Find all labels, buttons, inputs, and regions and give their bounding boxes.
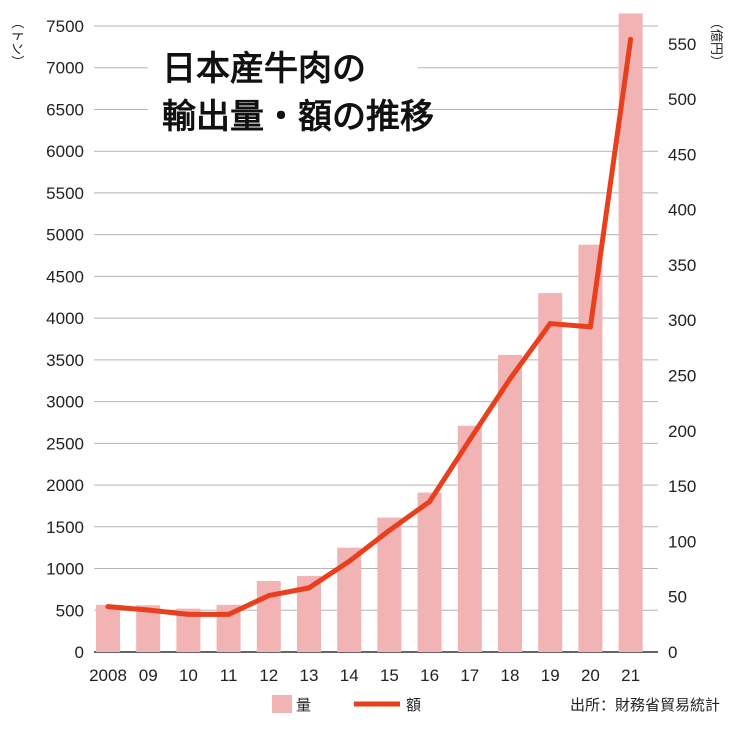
left-tick-label: 3500 bbox=[46, 351, 84, 370]
x-tick-label: 19 bbox=[541, 666, 560, 685]
right-tick-label: 100 bbox=[668, 532, 696, 551]
bar bbox=[618, 13, 643, 653]
left-tick-label: 1000 bbox=[46, 560, 84, 579]
title-backdrop bbox=[148, 40, 418, 140]
bar bbox=[457, 425, 482, 652]
bar bbox=[498, 354, 522, 652]
left-tick-label: 5500 bbox=[46, 184, 84, 203]
line-point bbox=[427, 499, 433, 505]
right-tick-label: 450 bbox=[668, 145, 696, 164]
bar bbox=[96, 604, 120, 652]
line-point bbox=[105, 604, 111, 610]
right-tick-label: 350 bbox=[668, 256, 696, 275]
x-tick-label: 15 bbox=[380, 666, 399, 685]
bar bbox=[377, 517, 402, 652]
line-point bbox=[266, 593, 272, 599]
bar bbox=[538, 293, 563, 652]
left-tick-label: 500 bbox=[56, 601, 84, 620]
legend-line-label: 額 bbox=[406, 696, 421, 714]
x-axis: 2008 09 10 11 12 13 14 15 16 17 18 19 20 21 bbox=[89, 666, 640, 685]
line-point bbox=[386, 527, 392, 533]
right-tick-label: 500 bbox=[668, 90, 696, 109]
line-point bbox=[467, 437, 473, 443]
chart-title-line-1: 日本産牛肉の bbox=[162, 49, 366, 89]
left-tick-label: 4000 bbox=[46, 309, 84, 328]
x-tick-label: 12 bbox=[259, 666, 278, 685]
line-point bbox=[226, 611, 232, 617]
right-tick-label: 550 bbox=[668, 35, 696, 54]
left-tick-label: 6500 bbox=[46, 100, 84, 119]
x-tick-label: 21 bbox=[621, 666, 640, 685]
right-axis: 0 50 100 150 200 250 300 350 400 450 500 550 bbox=[668, 35, 696, 662]
left-tick-label: 1500 bbox=[46, 518, 84, 537]
left-axis-unit: （トン） bbox=[9, 16, 24, 68]
legend-bar-swatch bbox=[272, 695, 292, 713]
left-tick-label: 6000 bbox=[46, 142, 84, 161]
line-point bbox=[346, 558, 352, 564]
line-point bbox=[587, 324, 593, 330]
x-tick-label: 20 bbox=[581, 666, 600, 685]
x-tick-label: 18 bbox=[501, 666, 520, 685]
line-point bbox=[547, 321, 553, 327]
line-series bbox=[105, 36, 634, 617]
x-tick-label: 11 bbox=[220, 666, 238, 685]
left-tick-label: 2000 bbox=[46, 476, 84, 495]
line-point bbox=[507, 376, 513, 382]
legend-bar-label: 量 bbox=[296, 696, 311, 714]
source-note: 出所：財務省貿易統計 bbox=[570, 696, 720, 714]
left-tick-label: 5000 bbox=[46, 226, 84, 245]
bar-series bbox=[96, 13, 643, 653]
left-tick-label: 7500 bbox=[46, 17, 84, 36]
x-tick-label: 10 bbox=[179, 666, 198, 685]
x-tick-label: 16 bbox=[420, 666, 439, 685]
right-tick-label: 150 bbox=[668, 477, 696, 496]
line-point bbox=[185, 611, 191, 617]
right-tick-label: 200 bbox=[668, 422, 696, 441]
right-axis-unit: （億円） bbox=[708, 16, 724, 68]
x-tick-label: 09 bbox=[139, 666, 158, 685]
left-tick-label: 2500 bbox=[46, 434, 84, 453]
x-tick-label: 14 bbox=[340, 666, 359, 685]
chart-title-line-2: 輸出量・額の推移 bbox=[162, 97, 434, 137]
left-tick-label: 4500 bbox=[46, 267, 84, 286]
right-tick-label: 0 bbox=[668, 643, 677, 662]
right-tick-label: 250 bbox=[668, 367, 696, 386]
x-tick-label: 13 bbox=[300, 666, 319, 685]
line-path bbox=[105, 36, 634, 617]
line-point bbox=[628, 36, 634, 42]
bar bbox=[417, 492, 442, 652]
left-tick-label: 0 bbox=[75, 643, 84, 662]
right-tick-label: 50 bbox=[668, 588, 687, 607]
right-tick-label: 300 bbox=[668, 311, 696, 330]
right-tick-label: 400 bbox=[668, 201, 696, 220]
x-tick-label: 2008 bbox=[89, 666, 127, 685]
bar bbox=[578, 244, 603, 652]
left-tick-label: 3000 bbox=[46, 393, 84, 412]
left-tick-label: 7000 bbox=[46, 59, 84, 78]
left-axis: 0 500 1000 1500 2000 2500 3000 3500 4000 4500 5000… bbox=[46, 17, 84, 662]
x-tick-label: 17 bbox=[460, 666, 479, 685]
line-point bbox=[145, 607, 151, 613]
line-point bbox=[306, 585, 312, 591]
